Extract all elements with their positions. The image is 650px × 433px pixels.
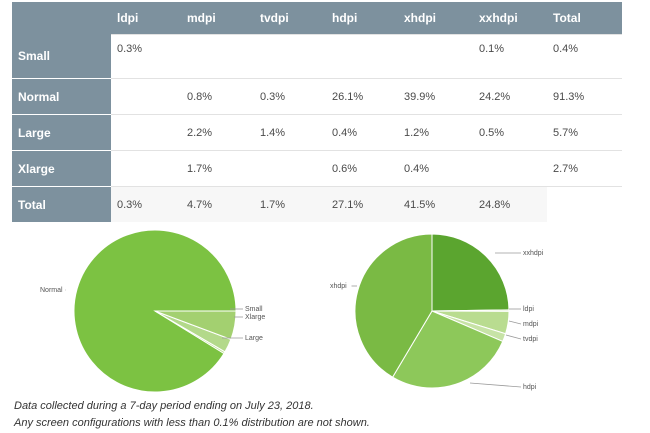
table-cell	[181, 34, 254, 78]
table-cell: 0.6%	[326, 150, 398, 186]
table-row-small: Small 0.3% 0.1% 0.4%	[12, 34, 622, 78]
distribution-table: ldpi mdpi tvdpi hdpi xhdpi xxhdpi Total …	[12, 2, 622, 222]
pie-label-xxhdpi: xxhdpi	[523, 250, 544, 257]
pie-label-small: Small	[245, 306, 263, 313]
row-label: Total	[12, 186, 111, 222]
pie-label-large: Large	[245, 335, 263, 342]
footnote-threshold: Any screen configurations with less than…	[14, 417, 370, 429]
table-cell: 24.2%	[473, 78, 547, 114]
table-cell: 0.1%	[473, 34, 547, 78]
table-cell: 0.4%	[547, 34, 622, 78]
table-row-normal: Normal 0.8% 0.3% 26.1% 39.9% 24.2% 91.3%	[12, 78, 622, 114]
pie-leader-line	[469, 382, 522, 388]
pie-label-mdpi: mdpi	[523, 321, 539, 328]
table-header-row: ldpi mdpi tvdpi hdpi xhdpi xxhdpi Total	[12, 2, 622, 34]
header-cell-ldpi: ldpi	[111, 2, 181, 34]
table-cell: 27.1%	[326, 186, 398, 222]
table-row-large: Large 2.2% 1.4% 0.4% 1.2% 0.5% 5.7%	[12, 114, 622, 150]
table-cell: 1.7%	[254, 186, 326, 222]
table-cell: 24.8%	[473, 186, 547, 222]
table-row-total: Total 0.3% 4.7% 1.7% 27.1% 41.5% 24.8%	[12, 186, 622, 222]
header-cell-xxhdpi: xxhdpi	[473, 2, 547, 34]
pie-slice-large	[154, 310, 237, 341]
header-cell-total: Total	[547, 2, 622, 34]
table-cell: 2.7%	[547, 150, 622, 186]
table-cell: 0.4%	[326, 114, 398, 150]
header-cell-xhdpi: xhdpi	[398, 2, 473, 34]
table-cell: 41.5%	[398, 186, 473, 222]
table-cell: 1.2%	[398, 114, 473, 150]
table-cell: 26.1%	[326, 78, 398, 114]
table-cell: 39.9%	[398, 78, 473, 114]
table-cell: 0.4%	[398, 150, 473, 186]
header-cell-mdpi: mdpi	[181, 2, 254, 34]
pie-label-xhdpi: xhdpi	[330, 283, 347, 290]
pie-slice-xxhdpi	[431, 233, 510, 312]
table-cell	[326, 34, 398, 78]
table-cell: 1.7%	[181, 150, 254, 186]
table-row-xlarge: Xlarge 1.7% 0.6% 0.4% 2.7%	[12, 150, 622, 186]
header-cell-corner	[12, 2, 111, 34]
pie-leader-line	[508, 320, 522, 325]
pie-slice-hdpi	[391, 310, 504, 389]
table-cell: 5.7%	[547, 114, 622, 150]
pie-slice-xhdpi	[354, 233, 433, 378]
pie-label-hdpi: hdpi	[523, 384, 537, 391]
footnote-collection-period: Data collected during a 7-day period end…	[14, 400, 314, 412]
table-cell	[111, 150, 181, 186]
table-cell: 1.4%	[254, 114, 326, 150]
table-cell: 0.3%	[254, 78, 326, 114]
row-label: Small	[12, 34, 111, 78]
pie-label-tvdpi: tvdpi	[523, 336, 538, 343]
pie-label-normal: Normal	[40, 287, 63, 294]
table-cell: 0.3%	[111, 34, 181, 78]
table-cell: 0.5%	[473, 114, 547, 150]
row-label: Xlarge	[12, 150, 111, 186]
pie-label-xlarge: Xlarge	[245, 314, 265, 321]
table-cell	[547, 186, 622, 222]
table-cell	[111, 78, 181, 114]
pie-label-ldpi: ldpi	[523, 306, 534, 313]
pie-leader-line	[505, 334, 522, 340]
table-cell: 2.2%	[181, 114, 254, 150]
table-cell: 0.3%	[111, 186, 181, 222]
row-label: Large	[12, 114, 111, 150]
table-cell	[254, 150, 326, 186]
table-cell: 0.8%	[181, 78, 254, 114]
header-cell-tvdpi: tvdpi	[254, 2, 326, 34]
table-cell	[398, 34, 473, 78]
row-label: Normal	[12, 78, 111, 114]
table-cell	[254, 34, 326, 78]
header-cell-hdpi: hdpi	[326, 2, 398, 34]
table-cell: 4.7%	[181, 186, 254, 222]
table-cell	[473, 150, 547, 186]
table-cell: 91.3%	[547, 78, 622, 114]
table-cell	[111, 114, 181, 150]
